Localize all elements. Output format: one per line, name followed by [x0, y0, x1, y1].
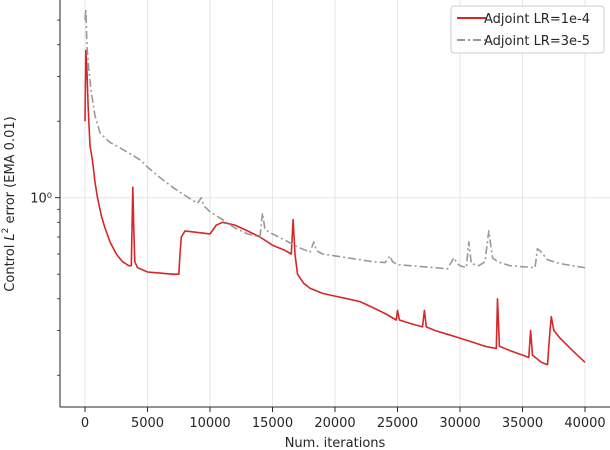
- x-tick-label: 35000: [502, 416, 543, 431]
- series-line-1: [84, 49, 586, 366]
- legend-label-series-2: Adjoint LR=3e-5: [484, 34, 590, 49]
- plot-area: [84, 8, 586, 366]
- x-tick-label: 10000: [189, 416, 230, 431]
- x-ticks: 0 5000 10000 15000 20000 25000 30000 35000 40000: [81, 407, 606, 431]
- y-axis-label-sup: 2: [1, 228, 11, 234]
- y-tick-label: 10⁰: [30, 192, 52, 207]
- y-axis-label-l: L: [3, 233, 18, 240]
- legend-label-series-1: Adjoint LR=1e-4: [484, 12, 590, 27]
- grid: [60, 0, 610, 407]
- x-axis-label: Num. iterations: [285, 436, 386, 450]
- x-tick-label: 0: [81, 416, 89, 431]
- x-tick-label: 25000: [377, 416, 418, 431]
- y-axis-label-suffix: error (EMA 0.01): [3, 116, 18, 227]
- x-tick-label: 5000: [131, 416, 164, 431]
- x-tick-label: 15000: [252, 416, 293, 431]
- y-axis-label: Control L2 error (EMA 0.01): [1, 116, 18, 291]
- y-axis-label-prefix: Control: [3, 241, 18, 292]
- x-tick-label: 20000: [314, 416, 355, 431]
- series-line-2: [84, 8, 586, 270]
- legend: Adjoint LR=1e-4 Adjoint LR=3e-5: [450, 5, 605, 54]
- legend-frame: [450, 5, 605, 54]
- x-tick-label: 30000: [439, 416, 480, 431]
- y-ticks: 10⁰: [30, 19, 60, 376]
- x-tick-label: 40000: [564, 416, 605, 431]
